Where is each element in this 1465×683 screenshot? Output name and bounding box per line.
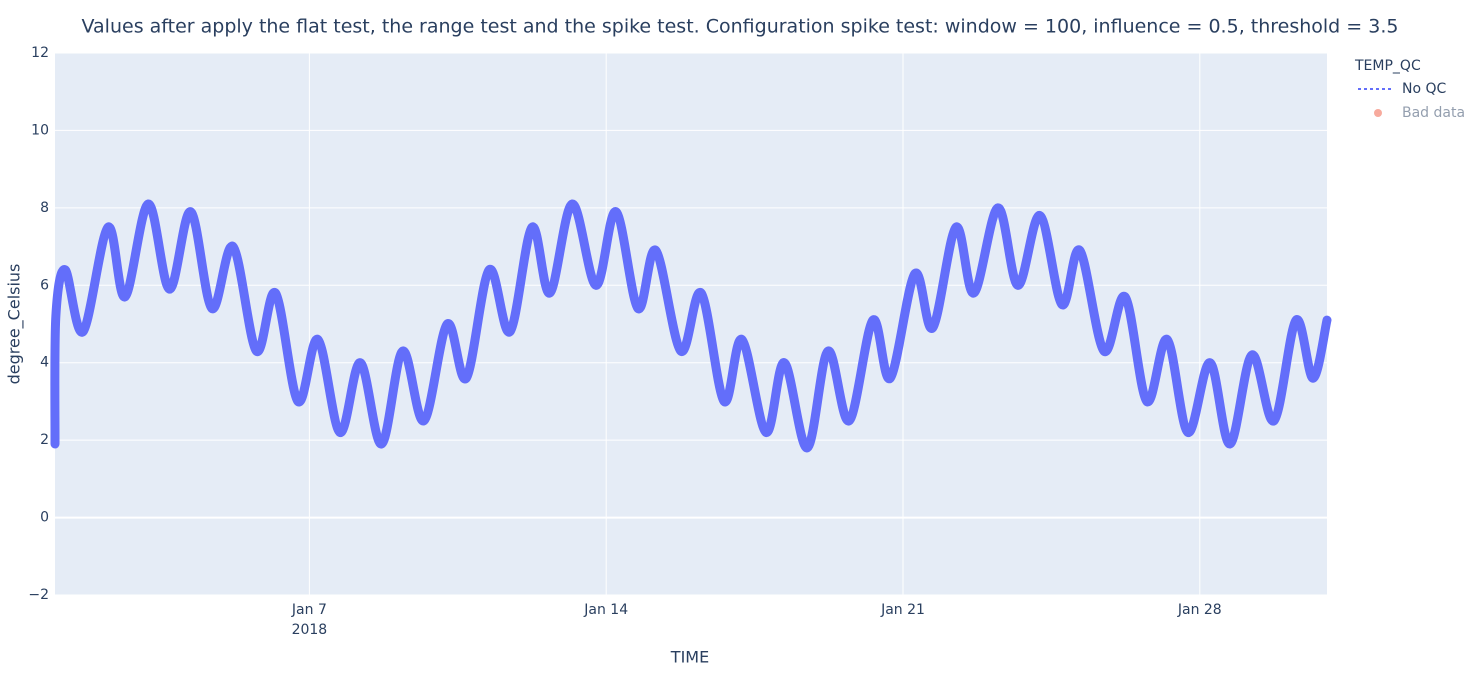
y-tick-label: 4: [40, 355, 49, 371]
x-tick-label: Jan 28: [1177, 602, 1222, 618]
y-tick-label: 6: [40, 277, 49, 293]
legend-item[interactable]: Bad data: [1374, 105, 1465, 121]
x-tick-year: 2018: [292, 622, 328, 638]
y-axis-title: degree_Celsius: [5, 264, 25, 385]
plot: [50, 52, 1332, 596]
y-tick-label: 10: [31, 122, 49, 138]
legend-swatch: [1374, 109, 1382, 117]
y-tick-label: 0: [40, 510, 49, 526]
x-tick-label: Jan 7: [291, 602, 327, 618]
data-line: [50, 199, 1332, 453]
y-tick-label: 2: [40, 432, 49, 448]
x-tick-label: Jan 14: [583, 602, 628, 618]
legend-label: Bad data: [1402, 105, 1465, 121]
y-tick-label: 8: [40, 200, 49, 216]
chart-title: Values after apply the flat test, the ra…: [82, 16, 1399, 38]
legend: No QC Bad data: [1358, 81, 1465, 121]
legend-label: No QC: [1402, 81, 1447, 97]
legend-item[interactable]: No QC: [1358, 81, 1447, 97]
legend-title: TEMP_QC: [1354, 58, 1421, 74]
x-axis-title: TIME: [670, 648, 709, 667]
x-tick-label: Jan 21: [880, 602, 925, 618]
y-tick-label: 12: [31, 45, 49, 61]
y-tick-label: −2: [28, 587, 49, 603]
